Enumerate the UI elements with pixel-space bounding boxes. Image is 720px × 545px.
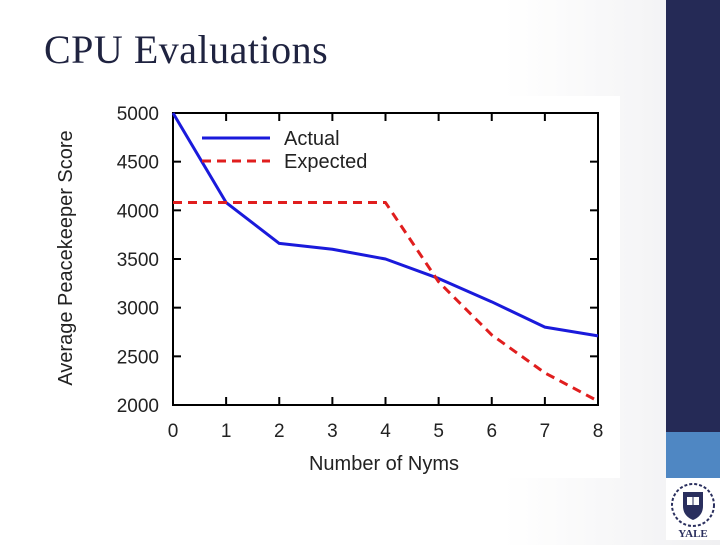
x-tick-label: 2 bbox=[274, 421, 285, 442]
y-tick-label: 2500 bbox=[117, 347, 159, 368]
y-tick-label: 4000 bbox=[117, 201, 159, 222]
yale-logo: YALE bbox=[666, 478, 720, 540]
y-axis-label: Average Peacekeeper Score bbox=[55, 130, 77, 385]
yale-shield-icon: YALE bbox=[671, 483, 715, 540]
x-tick-label: 7 bbox=[540, 421, 551, 442]
x-tick-label: 5 bbox=[433, 421, 444, 442]
slide-title: CPU Evaluations bbox=[44, 27, 329, 72]
legend-label-expected: Expected bbox=[284, 151, 367, 173]
series-line-expected bbox=[173, 201, 599, 403]
x-tick-label: 8 bbox=[593, 421, 604, 442]
right-decorative-band: YALE bbox=[666, 0, 720, 540]
x-tick-label: 6 bbox=[486, 421, 497, 442]
y-tick-label: 4500 bbox=[117, 153, 159, 174]
chart-series bbox=[171, 112, 599, 403]
x-tick-label: 4 bbox=[380, 421, 391, 442]
y-tick-label: 3000 bbox=[117, 299, 159, 320]
y-tick-label: 3500 bbox=[117, 250, 159, 271]
line-chart: 2000 2500 3000 3500 4000 4500 5000 0 1 2 3 4 5 6 7 8 Ac… bbox=[55, 104, 604, 475]
chart-axes: 2000 2500 3000 3500 4000 4500 5000 0 1 2 3 4 5 6 7 8 bbox=[117, 104, 604, 442]
x-tick-label: 1 bbox=[221, 421, 232, 442]
band-accent-block bbox=[666, 432, 720, 478]
x-tick-label: 3 bbox=[327, 421, 338, 442]
y-tick-label: 2000 bbox=[117, 396, 159, 417]
chart-container: 2000 2500 3000 3500 4000 4500 5000 0 1 2 3 4 5 6 7 8 Ac… bbox=[48, 96, 620, 478]
y-tick-label: 5000 bbox=[117, 104, 159, 125]
legend-label-actual: Actual bbox=[284, 128, 340, 150]
logo-text: YALE bbox=[678, 528, 708, 540]
x-axis-label: Number of Nyms bbox=[309, 453, 459, 475]
series-line-actual bbox=[171, 112, 599, 338]
x-tick-label: 0 bbox=[168, 421, 179, 442]
